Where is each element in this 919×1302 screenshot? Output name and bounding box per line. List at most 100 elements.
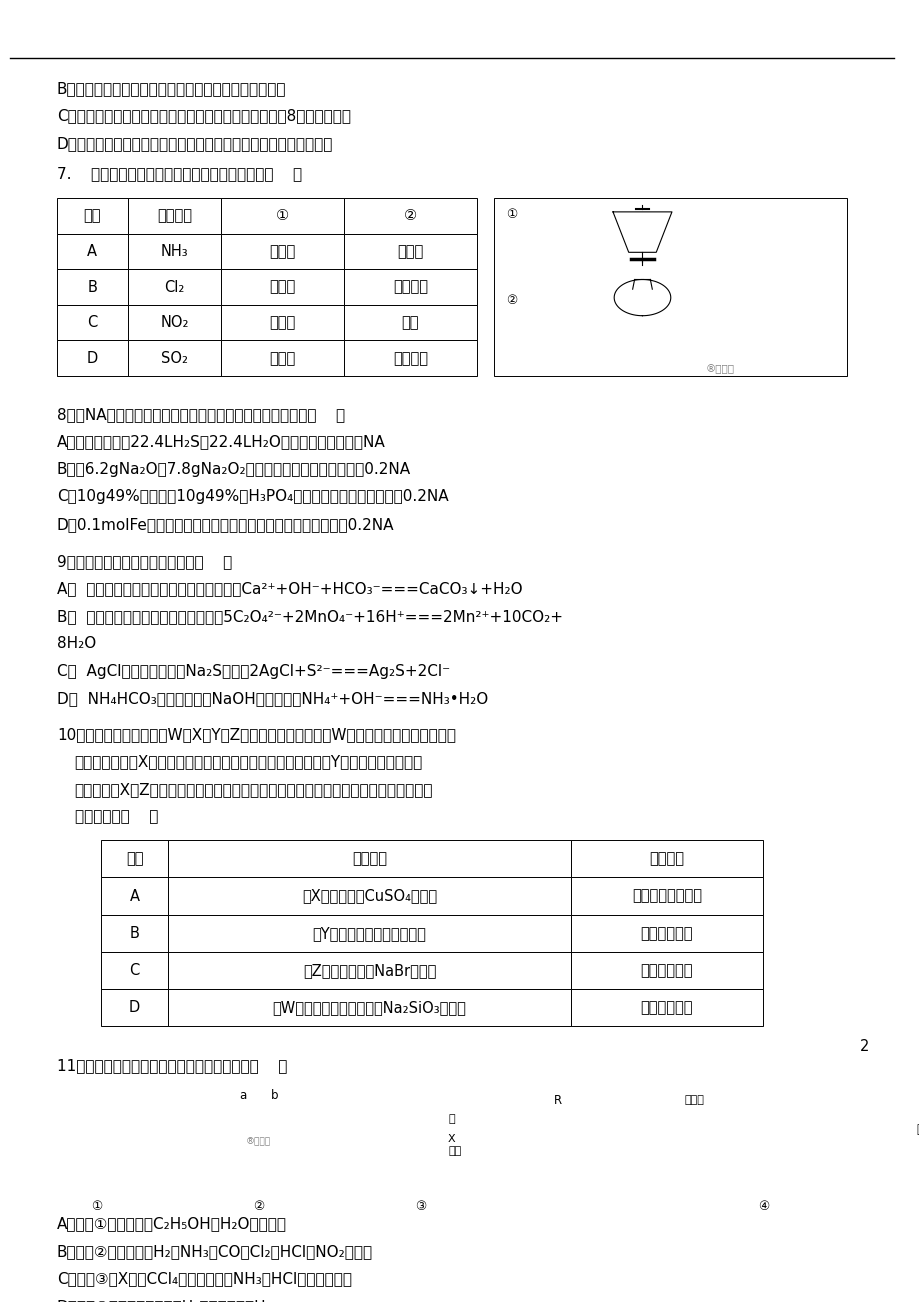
Bar <box>128 305 221 340</box>
Text: B．装置②可用于收集H₂、NH₃、CO、Cl₂、HCl、NO₂等气体: B．装置②可用于收集H₂、NH₃、CO、Cl₂、HCl、NO₂等气体 <box>57 1243 373 1259</box>
Text: 水: 水 <box>448 1115 454 1124</box>
Bar <box>571 990 762 1026</box>
Bar <box>168 840 571 878</box>
Bar <box>128 270 221 305</box>
Text: ®正确云: ®正确云 <box>245 1138 271 1147</box>
Bar <box>101 990 168 1026</box>
Text: 将W的最高价氧化物通入到Na₂SiO₃溶液中: 将W的最高价氧化物通入到Na₂SiO₃溶液中 <box>272 1000 466 1016</box>
Bar <box>128 198 221 234</box>
Text: A．装置①可用于分离C₂H₅OH和H₂O的混合物: A．装置①可用于分离C₂H₅OH和H₂O的混合物 <box>57 1216 287 1232</box>
Text: X
物质: X 物质 <box>448 1134 460 1156</box>
Text: A: A <box>87 243 97 259</box>
Bar <box>101 878 168 914</box>
Bar <box>101 914 168 952</box>
Bar <box>221 234 344 270</box>
Bar <box>221 198 344 234</box>
Text: 实验现象: 实验现象 <box>649 852 684 866</box>
Text: D．同一主族的元素的原子，最外层电子数相同，化学性质完全相同: D．同一主族的元素的原子，最外层电子数相同，化学性质完全相同 <box>57 135 333 151</box>
Text: ③: ③ <box>414 1200 425 1213</box>
Bar <box>221 270 344 305</box>
Bar <box>128 234 221 270</box>
Text: D．  NH₄HCO₃溶液加入过量NaOH溶液加热：NH₄⁺+OH⁻===NH₃•H₂O: D． NH₄HCO₃溶液加入过量NaOH溶液加热：NH₄⁺+OH⁻===NH₃•… <box>57 691 488 707</box>
Text: SO₂: SO₂ <box>161 350 187 366</box>
Text: 溶液变为黄色: 溶液变为黄色 <box>640 963 692 978</box>
Text: 选项: 选项 <box>126 852 143 866</box>
Text: ①: ① <box>276 208 289 224</box>
Text: 浓砩酸: 浓砩酸 <box>269 315 295 331</box>
Bar <box>57 234 128 270</box>
Text: ①: ① <box>91 1200 102 1213</box>
Text: NH₃: NH₃ <box>161 243 188 259</box>
Text: NO₂: NO₂ <box>160 315 188 331</box>
Text: 金属元素；X与Z形成的离子化合物的水溶液呈中性。下列实验操作对应的实验现象中，: 金属元素；X与Z形成的离子化合物的水溶液呈中性。下列实验操作对应的实验现象中， <box>74 783 433 797</box>
FancyBboxPatch shape <box>229 1105 288 1186</box>
Bar <box>344 270 476 305</box>
Text: 碱石灰: 碱石灰 <box>397 243 423 259</box>
FancyBboxPatch shape <box>801 1094 866 1172</box>
Text: D: D <box>129 1000 140 1016</box>
Text: 将X单质投入到CuSO₄溶液中: 将X单质投入到CuSO₄溶液中 <box>301 888 437 904</box>
Text: 将Z的单质通入到NaBr溶液中: 将Z的单质通入到NaBr溶液中 <box>302 963 436 978</box>
Bar <box>344 340 476 376</box>
Text: C．短周期元素原子形成简单离子后，最外层电子都达到8电子稳定结构: C．短周期元素原子形成简单离子后，最外层电子都达到8电子稳定结构 <box>57 108 351 124</box>
Text: 生成白色沉淠: 生成白色沉淠 <box>640 1000 692 1016</box>
Text: 二氧化锤: 二氧化锤 <box>392 280 427 294</box>
Bar <box>344 198 476 234</box>
Bar <box>57 198 128 234</box>
Text: B．由6.2gNa₂O与7.8gNa₂O₂组成的混合物中阴离子总数为0.2NA: B．由6.2gNa₂O与7.8gNa₂O₂组成的混合物中阴离子总数为0.2NA <box>57 462 411 477</box>
Text: 8H₂O: 8H₂O <box>57 637 96 651</box>
Text: 浓硫酸: 浓硫酸 <box>269 350 295 366</box>
Text: ②: ② <box>403 208 416 224</box>
Text: C．10g49%的硫酸与10g49%的H₃PO₄溶液中所含的氧原子数均为0.2NA: C．10g49%的硫酸与10g49%的H₃PO₄溶液中所含的氧原子数均为0.2N… <box>57 490 448 504</box>
Text: C: C <box>87 315 97 331</box>
Text: 2: 2 <box>859 1039 868 1055</box>
Text: C．装置③中X若为CCl₄，可用于吸收NH₃或HCl，并防止倒吸: C．装置③中X若为CCl₄，可用于吸收NH₃或HCl，并防止倒吸 <box>57 1271 352 1286</box>
Text: 实验操作: 实验操作 <box>352 852 387 866</box>
Text: 生成白色沉淠: 生成白色沉淠 <box>640 926 692 941</box>
Text: ①: ① <box>505 208 516 221</box>
Text: 碱石灰: 碱石灰 <box>684 1095 704 1105</box>
Text: b: b <box>270 1090 278 1103</box>
Text: 9．下列离子方程式书写正确的是（    ）: 9．下列离子方程式书写正确的是（ ） <box>57 553 232 569</box>
Text: 亚硫酸钓: 亚硫酸钓 <box>392 350 427 366</box>
Text: a: a <box>239 1090 246 1103</box>
Text: 铜粉: 铜粉 <box>401 315 418 331</box>
Text: A．标准状况下，22.4LH₂S与22.4LH₂O中所含的分子数均为NA: A．标准状况下，22.4LH₂S与22.4LH₂O中所含的分子数均为NA <box>57 435 385 449</box>
Text: ④: ④ <box>757 1200 769 1213</box>
Bar <box>168 914 571 952</box>
Bar <box>101 952 168 990</box>
Text: 不正确的是（    ）: 不正确的是（ ） <box>74 810 158 824</box>
Bar <box>571 840 762 878</box>
Text: 11．关于下列各实验装置的叙述中，正确的是（    ）: 11．关于下列各实验装置的叙述中，正确的是（ ） <box>57 1059 287 1074</box>
Text: A．  澄清石灰水与过量的小苏打溶液反应：Ca²⁺+OH⁻+HCO₃⁻===CaCO₃↓+H₂O: A． 澄清石灰水与过量的小苏打溶液反应：Ca²⁺+OH⁻+HCO₃⁻===CaC… <box>57 582 522 596</box>
Bar <box>168 878 571 914</box>
Text: 10．四种短周期主族元素W、X、Y、Z的原子序数依次增大，W元素的最外层电子数是其电: 10．四种短周期主族元素W、X、Y、Z的原子序数依次增大，W元素的最外层电子数是… <box>57 727 456 742</box>
Bar <box>128 340 221 376</box>
Text: 向Y的氯化物溶液中滴加氨水: 向Y的氯化物溶液中滴加氨水 <box>312 926 426 941</box>
Bar <box>571 952 762 990</box>
Text: 子层数的二倍；X的原子半径是短周期主族元素原子中最大的；Y是地壳中含量最多的: 子层数的二倍；X的原子半径是短周期主族元素原子中最大的；Y是地壳中含量最多的 <box>74 755 423 769</box>
Text: D: D <box>86 350 98 366</box>
Bar <box>344 234 476 270</box>
Text: D．0.1molFe分别与足量的盐酸和氯气反应，转移的电子数均为0.2NA: D．0.1molFe分别与足量的盐酸和氯气反应，转移的电子数均为0.2NA <box>57 517 394 531</box>
Bar <box>101 840 168 878</box>
Text: 8．设NA为阿伏加德罗常数的数值。下列有关叙述正确的是（    ）: 8．设NA为阿伏加德罗常数的数值。下列有关叙述正确的是（ ） <box>57 406 345 422</box>
Bar <box>659 1099 730 1125</box>
Text: 浓氨水: 浓氨水 <box>269 243 295 259</box>
Text: A: A <box>130 888 140 904</box>
Bar <box>168 952 571 990</box>
Text: 7.    利用表中药品及图示装置不能制取的气体是（    ）: 7. 利用表中药品及图示装置不能制取的气体是（ ） <box>57 165 301 181</box>
Text: C: C <box>130 963 140 978</box>
Bar <box>494 198 846 376</box>
Bar <box>57 270 128 305</box>
Bar <box>344 305 476 340</box>
Text: Cl₂: Cl₂ <box>165 280 185 294</box>
Bar <box>571 878 762 914</box>
Text: C．  AgCl的悬浊液中滴加Na₂S溶液：2AgCl+S²⁻===Ag₂S+2Cl⁻: C． AgCl的悬浊液中滴加Na₂S溶液：2AgCl+S²⁻===Ag₂S+2C… <box>57 664 449 678</box>
Text: B．第三周期元素的最高正化合价等于它所处的主族序数: B．第三周期元素的最高正化合价等于它所处的主族序数 <box>57 81 286 96</box>
Text: B: B <box>130 926 140 941</box>
Bar <box>168 990 571 1026</box>
Bar <box>57 305 128 340</box>
Text: 生成大量红色固体: 生成大量红色固体 <box>631 888 701 904</box>
Text: ②: ② <box>253 1200 264 1213</box>
